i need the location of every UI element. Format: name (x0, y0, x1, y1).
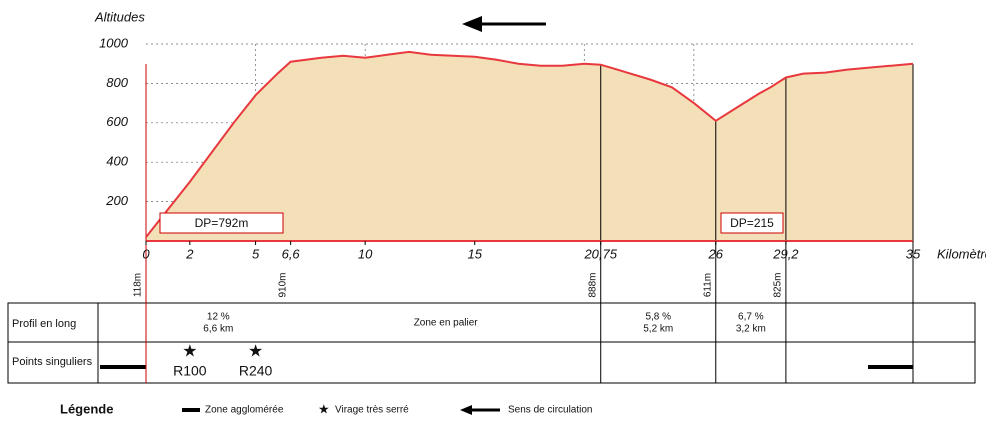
dp-label: DP=792m (195, 216, 249, 230)
x-tick-label: 2 (185, 246, 194, 261)
profile-text: 12 % (207, 312, 230, 323)
zone-bar (100, 365, 146, 369)
row-label: Points singuliers (12, 356, 93, 368)
y-tick-label: 600 (106, 114, 128, 129)
legend-item: Virage très serré (335, 405, 409, 416)
direction-arrow-head (462, 16, 482, 32)
y-axis-label: Altitudes (94, 9, 145, 24)
point-label: 825m (773, 272, 784, 297)
dp-label: DP=215 (730, 216, 774, 230)
legend-title: Légende (60, 401, 113, 416)
singular-label: R240 (239, 363, 273, 379)
row-label: Profil en long (12, 318, 76, 330)
profile-text: 5,8 % (645, 312, 671, 323)
point-label: 910m (277, 272, 288, 297)
area (146, 51, 913, 242)
legend-item: Sens de circulation (508, 405, 593, 416)
profile-text: Zone en palier (414, 318, 479, 329)
legend-item: Zone agglomérée (205, 405, 284, 416)
x-axis-label: Kilomètres (937, 246, 986, 261)
profile-line (145, 50, 914, 238)
y-tick-label: 400 (106, 154, 128, 169)
profile-text: 5,2 km (643, 324, 673, 335)
table-frame (7, 302, 976, 384)
dp-box (720, 212, 784, 234)
star: ★ (248, 341, 263, 360)
y-tick-label: 200 (105, 193, 128, 208)
x-tick-label: 10 (358, 246, 373, 261)
x-tick-label: 15 (467, 246, 482, 261)
legend-star: ★ (318, 401, 330, 416)
x-tick-label: 35 (906, 246, 921, 261)
x-tick-label: 26 (708, 246, 724, 261)
x-tick-label: 0 (142, 246, 150, 261)
x-tick-label: 29,2 (772, 246, 799, 261)
zone-bar (868, 365, 913, 369)
star: ★ (182, 341, 197, 360)
y-tick-label: 800 (106, 75, 128, 90)
y-tick-label: 1000 (99, 35, 129, 50)
dp-box (159, 212, 284, 234)
profile-text: 3,2 km (736, 324, 766, 335)
point-label: 611m (702, 273, 713, 297)
legend-bar (182, 408, 200, 412)
point-label: 118m (133, 273, 144, 297)
x-tick-label: 6,6 (282, 246, 301, 261)
legend-arrow-head (460, 405, 472, 415)
profile-text: 6,7 % (738, 312, 764, 323)
singular-label: R100 (173, 363, 207, 379)
x-tick-label: 5 (252, 246, 260, 261)
point-label: 888m (587, 272, 598, 297)
profile-text: 6,6 km (203, 324, 233, 335)
x-tick-label: 20,75 (583, 246, 617, 261)
